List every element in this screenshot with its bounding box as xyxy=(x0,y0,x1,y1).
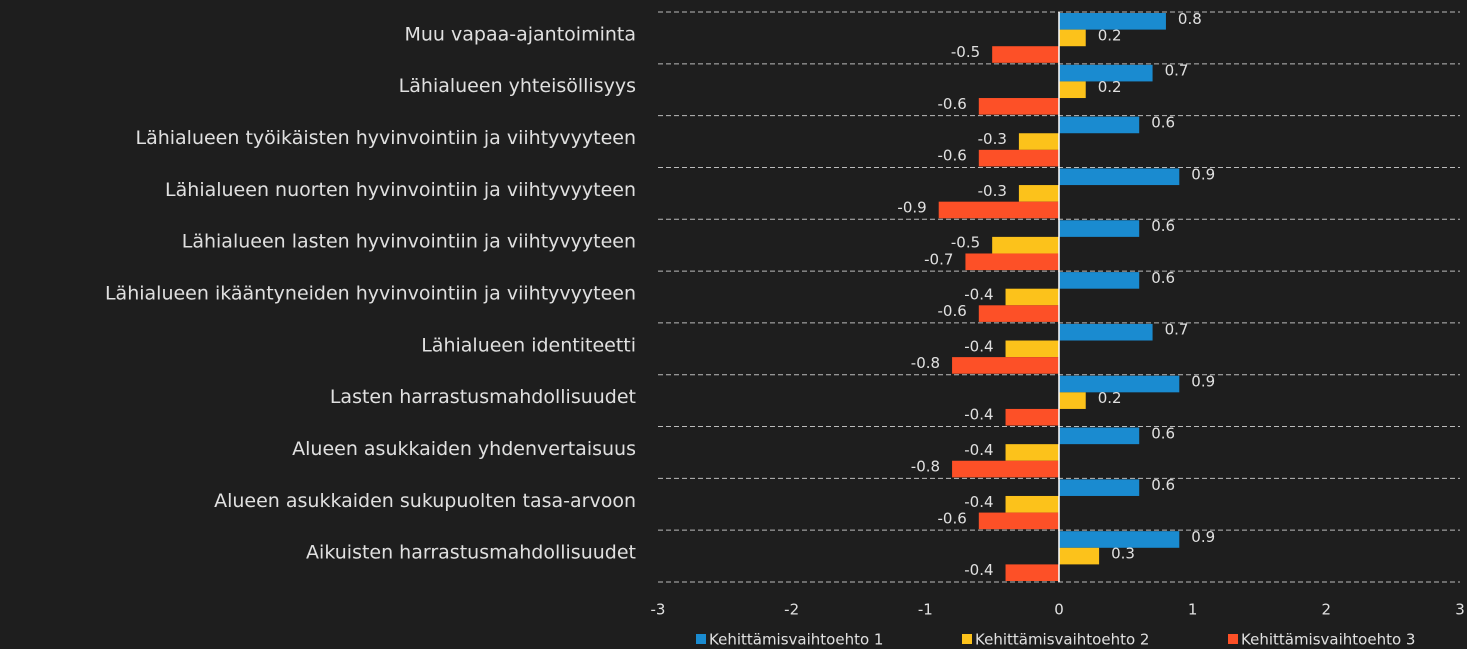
bar xyxy=(1059,220,1140,237)
category-label: Aikuisten harrastusmahdollisuudet xyxy=(306,542,636,564)
bar xyxy=(938,201,1059,219)
value-label: -0.8 xyxy=(911,458,940,476)
x-tick-label: -1 xyxy=(918,601,933,619)
category-label: Lasten harrastusmahdollisuudet xyxy=(330,386,636,408)
value-label: 0.6 xyxy=(1151,217,1175,235)
category-label: Lähialueen nuorten hyvinvointiin ja viih… xyxy=(165,179,636,201)
x-tick-label: 0 xyxy=(1054,601,1064,619)
bar xyxy=(1018,185,1059,202)
value-label: 0.6 xyxy=(1151,113,1175,131)
bar xyxy=(978,98,1059,115)
bar xyxy=(1059,479,1140,496)
x-tick-label: 3 xyxy=(1455,601,1465,619)
category-label: Lähialueen identiteetti xyxy=(421,334,636,356)
category-label: Lähialueen yhteisöllisyys xyxy=(399,75,636,97)
value-label: -0.4 xyxy=(964,441,993,459)
x-tick-label: 2 xyxy=(1322,601,1332,619)
value-label: 0.7 xyxy=(1165,321,1189,339)
value-label: -0.6 xyxy=(938,95,967,113)
value-label: -0.7 xyxy=(924,250,953,268)
legend-label: Kehittämisvaihtoehto 2 xyxy=(975,631,1149,649)
bar xyxy=(1059,547,1100,565)
category-label: Alueen asukkaiden sukupuolten tasa-arvoo… xyxy=(214,490,636,512)
x-tick-label: 1 xyxy=(1188,601,1198,619)
bar xyxy=(1059,81,1086,99)
legend-label: Kehittämisvaihtoehto 3 xyxy=(1241,631,1415,649)
legend-marker xyxy=(696,634,706,644)
bar xyxy=(978,305,1059,322)
bar xyxy=(1059,29,1086,47)
bar xyxy=(992,236,1059,254)
value-label: 0.9 xyxy=(1191,165,1215,183)
value-label: -0.4 xyxy=(964,561,993,579)
value-label: 0.6 xyxy=(1151,269,1175,287)
bar xyxy=(1005,495,1059,513)
legend-label: Kehittämisvaihtoehto 1 xyxy=(709,631,883,649)
x-tick-label: -3 xyxy=(651,601,666,619)
bar xyxy=(1005,564,1059,581)
value-label: -0.3 xyxy=(978,130,1007,148)
value-label: -0.6 xyxy=(938,147,967,165)
value-label: 0.8 xyxy=(1178,10,1202,28)
value-label: -0.3 xyxy=(978,182,1007,200)
x-tick-label: -2 xyxy=(784,601,799,619)
bar xyxy=(952,460,1059,478)
bar xyxy=(1018,133,1059,150)
category-label: Alueen asukkaiden yhdenvertaisuus xyxy=(292,438,636,460)
bar xyxy=(1059,392,1086,409)
value-label: 0.2 xyxy=(1098,389,1122,407)
value-label: -0.4 xyxy=(964,286,993,304)
bar xyxy=(978,512,1059,530)
category-label: Lähialueen lasten hyvinvointiin ja viiht… xyxy=(182,231,636,253)
bar xyxy=(1059,323,1153,341)
bar xyxy=(952,357,1059,374)
value-label: -0.6 xyxy=(938,302,967,320)
value-label: 0.7 xyxy=(1165,62,1189,80)
value-label: 0.2 xyxy=(1098,78,1122,96)
bar xyxy=(978,149,1059,167)
value-label: -0.4 xyxy=(964,406,993,424)
value-label: -0.9 xyxy=(897,198,926,216)
category-label: Lähialueen ikääntyneiden hyvinvointiin j… xyxy=(105,283,636,305)
bar xyxy=(1059,13,1166,30)
bar xyxy=(1005,340,1059,358)
bar xyxy=(965,253,1059,271)
value-label: 0.9 xyxy=(1191,528,1215,546)
value-label: 0.2 xyxy=(1098,26,1122,44)
category-label: Lähialueen työikäisten hyvinvointiin ja … xyxy=(135,127,636,149)
value-label: 0.6 xyxy=(1151,476,1175,494)
legend-marker xyxy=(1228,634,1238,644)
bar xyxy=(1005,444,1059,461)
value-label: -0.4 xyxy=(964,493,993,511)
value-label: 0.6 xyxy=(1151,424,1175,442)
bar xyxy=(1059,427,1140,445)
bar xyxy=(1059,64,1153,82)
bar xyxy=(1059,531,1180,548)
bar xyxy=(992,46,1059,63)
value-label: 0.9 xyxy=(1191,373,1215,391)
value-label: -0.4 xyxy=(964,337,993,355)
bar xyxy=(1005,408,1059,426)
bar xyxy=(1059,272,1140,289)
value-label: -0.6 xyxy=(938,509,967,527)
legend-marker xyxy=(962,634,972,644)
value-label: -0.8 xyxy=(911,354,940,372)
value-label: -0.5 xyxy=(951,43,980,61)
bar xyxy=(1059,375,1180,393)
bar xyxy=(1059,168,1180,186)
value-label: -0.5 xyxy=(951,234,980,252)
bar xyxy=(1005,288,1059,306)
bar xyxy=(1059,116,1140,134)
value-label: 0.3 xyxy=(1111,545,1135,563)
category-label: Muu vapaa-ajantoiminta xyxy=(405,23,637,45)
